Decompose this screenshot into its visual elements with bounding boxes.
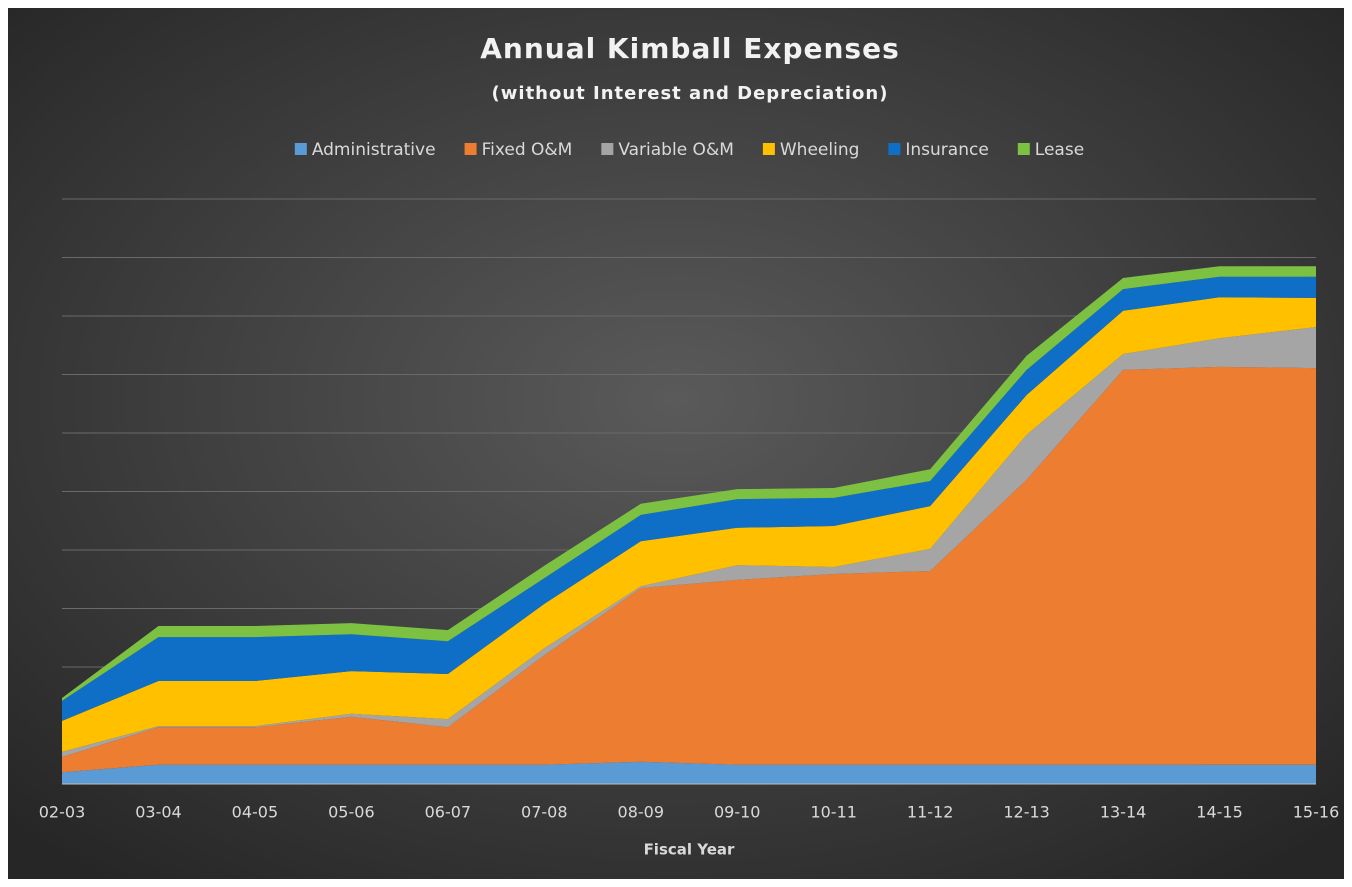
x-tick-label: 14-15 bbox=[1196, 803, 1243, 822]
x-axis-title: Fiscal Year bbox=[644, 841, 735, 859]
legend-swatch bbox=[1017, 143, 1030, 155]
area bbox=[62, 276, 1316, 721]
x-tick-label: 09-10 bbox=[714, 803, 761, 822]
x-tick-label: 10-11 bbox=[810, 803, 857, 822]
legend-label: Insurance bbox=[905, 140, 988, 160]
chart-subtitle: (without Interest and Depreciation) bbox=[492, 83, 889, 104]
x-tick-label: 05-06 bbox=[328, 803, 375, 822]
legend-swatch bbox=[464, 143, 477, 155]
x-tick-label: 08-09 bbox=[618, 803, 665, 822]
x-tick-label: 13-14 bbox=[1100, 803, 1147, 822]
legend-swatch bbox=[888, 143, 901, 155]
x-tick-label: 02-03 bbox=[39, 803, 86, 822]
legend-swatch bbox=[294, 143, 307, 155]
legend-label: Variable O&M bbox=[618, 140, 734, 160]
legend-label: Lease bbox=[1035, 140, 1084, 160]
area bbox=[62, 297, 1316, 752]
legend-swatch bbox=[601, 143, 614, 155]
legend-label: Wheeling bbox=[780, 140, 860, 160]
legend-label: Administrative bbox=[312, 140, 436, 160]
x-tick-label: 03-04 bbox=[135, 803, 182, 822]
x-tick-label: 15-16 bbox=[1293, 803, 1340, 822]
x-tick-label: 06-07 bbox=[425, 803, 472, 822]
x-tick-label: 07-08 bbox=[521, 803, 568, 822]
x-tick-label: 12-13 bbox=[1003, 803, 1050, 822]
chart-title: Annual Kimball Expenses bbox=[480, 32, 900, 65]
area bbox=[62, 761, 1316, 784]
x-tick-label: 11-12 bbox=[907, 803, 954, 822]
x-tick-label: 04-05 bbox=[232, 803, 279, 822]
legend-swatch bbox=[762, 143, 775, 155]
legend-label: Fixed O&M bbox=[482, 140, 573, 160]
area bbox=[62, 366, 1316, 773]
